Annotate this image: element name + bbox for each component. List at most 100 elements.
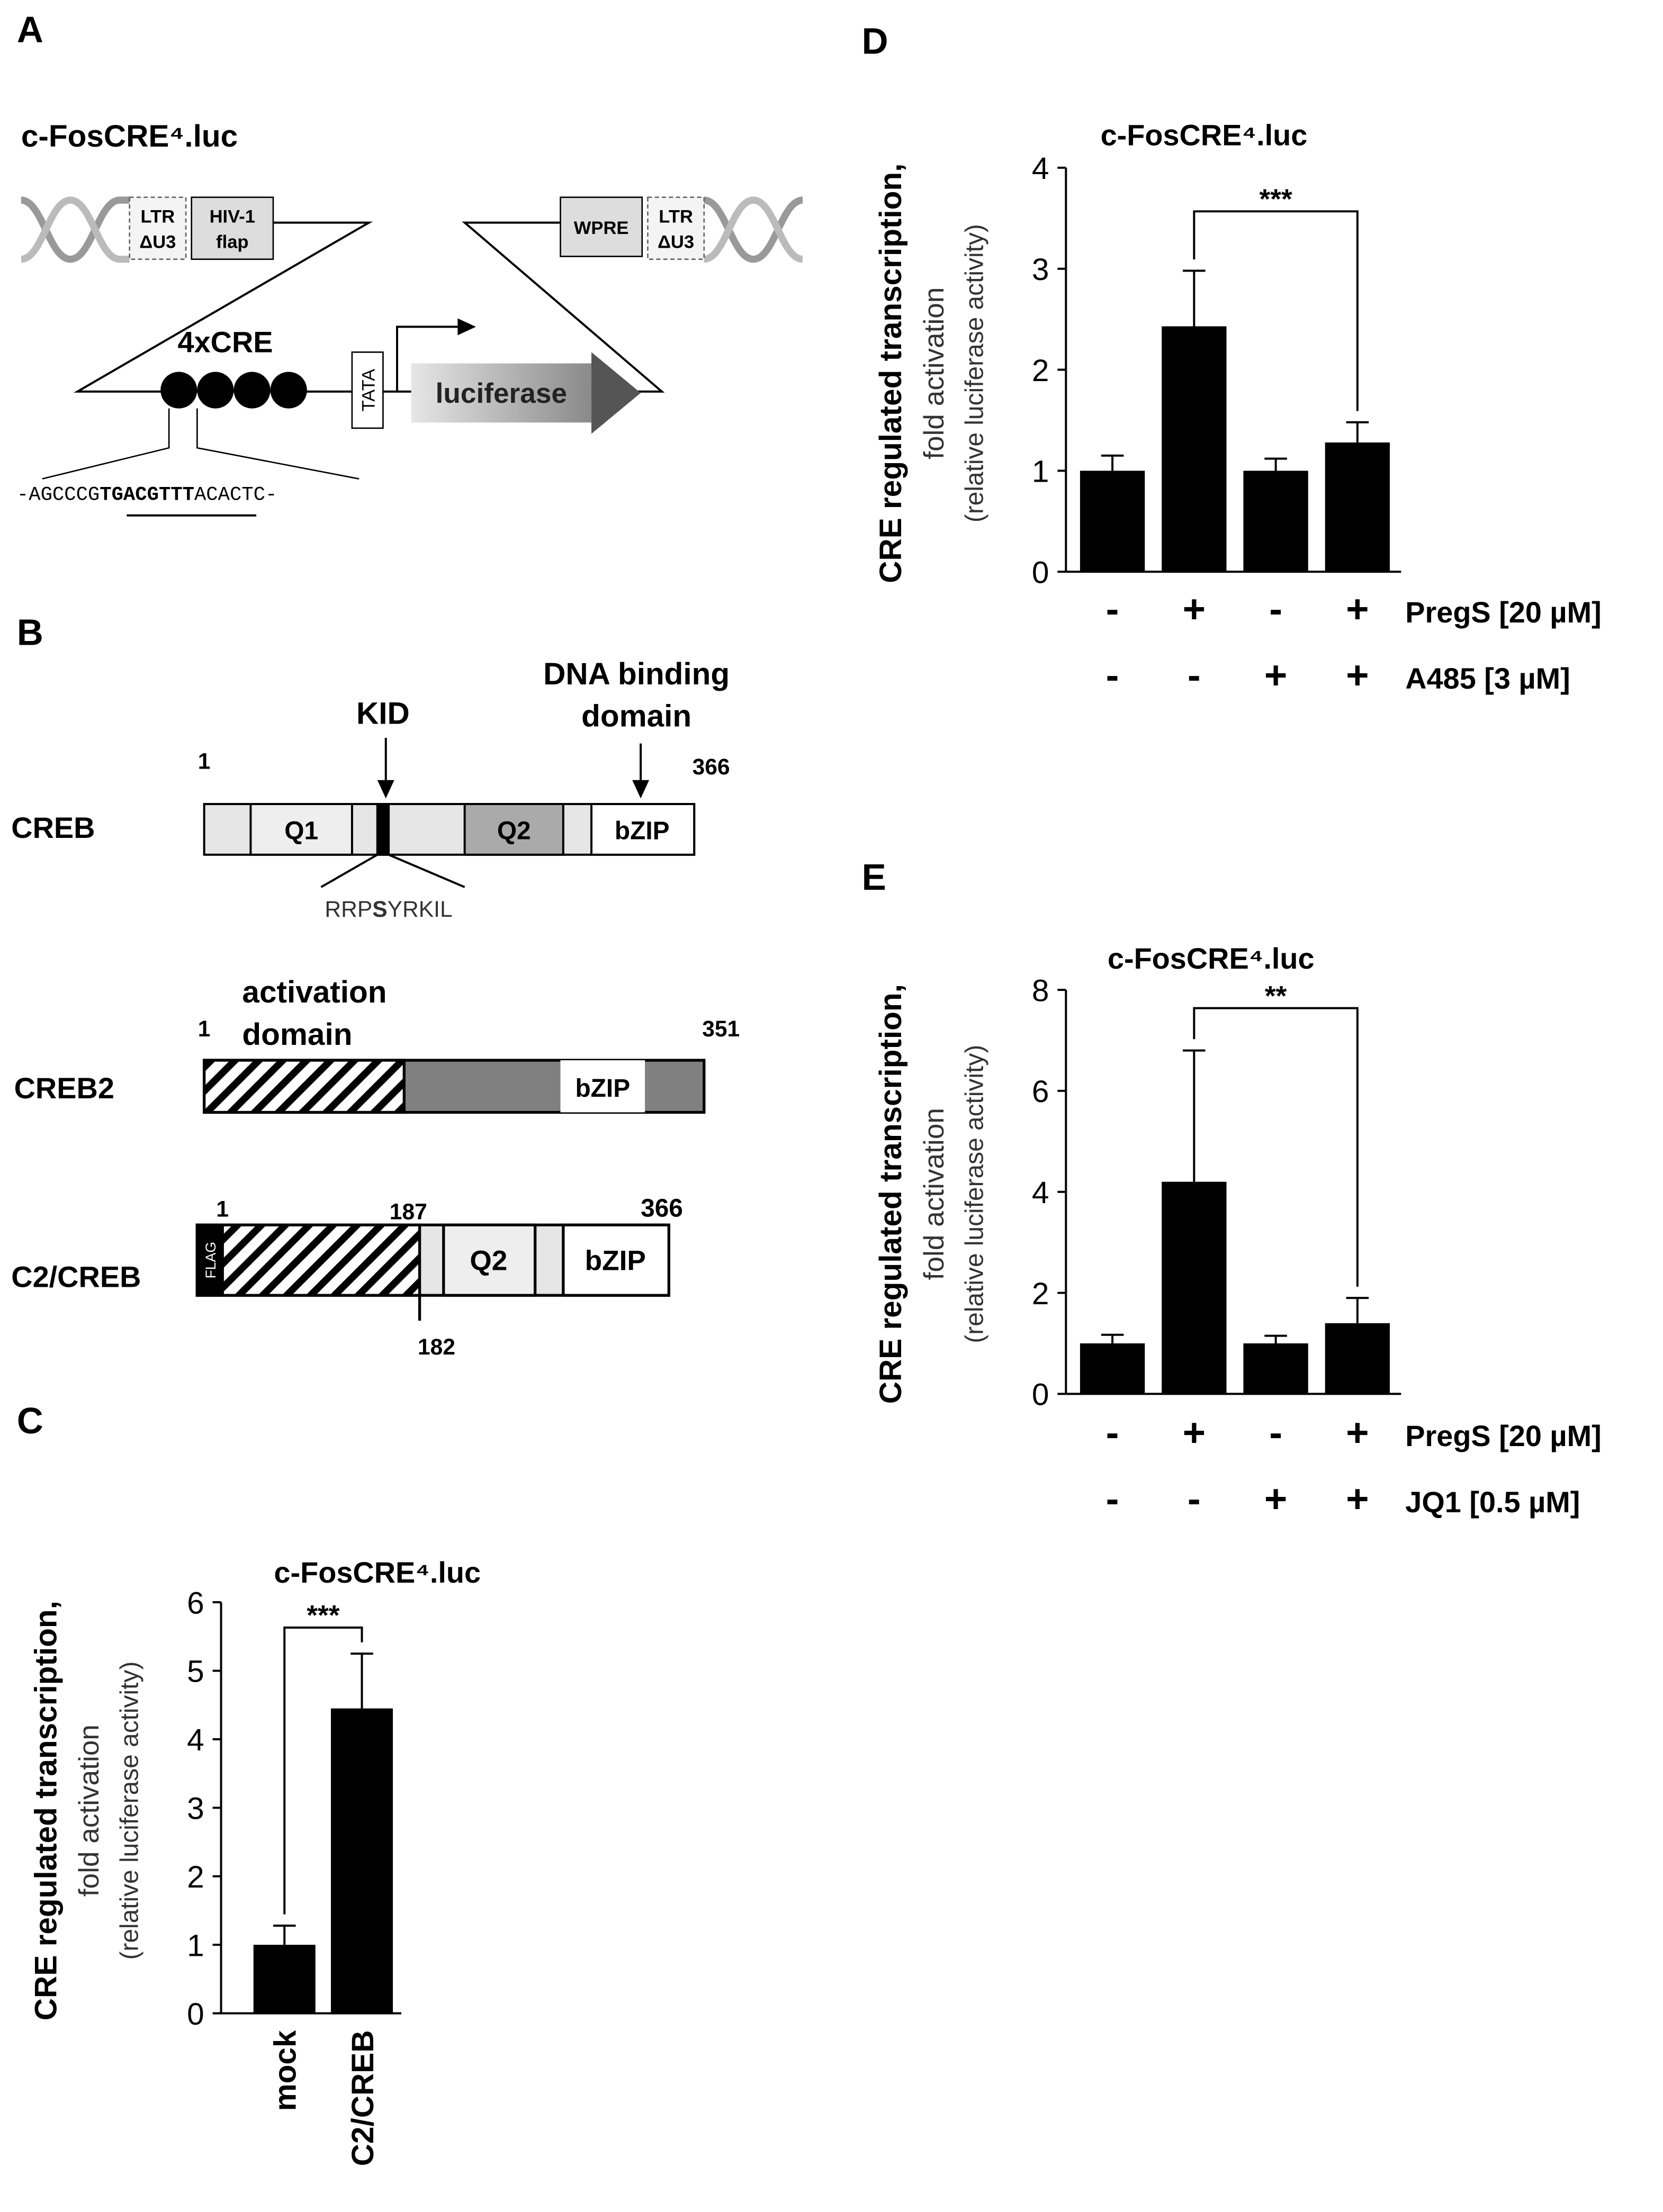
condition-sign: - [1188, 1477, 1201, 1521]
tss-arrowhead [457, 318, 476, 336]
condition-sign: + [1346, 653, 1369, 697]
significance-label: ** [1265, 980, 1287, 1012]
condition-name: PregS [20 µM] [1405, 595, 1601, 629]
condition-sign: - [1188, 653, 1201, 697]
condition-sign: - [1269, 1411, 1282, 1455]
error-bar [1183, 1049, 1206, 1182]
y-axis-label: CRE regulated transcription, [874, 164, 908, 583]
arrowheads [377, 780, 650, 799]
box-label: ΔU3 [658, 232, 694, 252]
panel-label: D [862, 20, 888, 61]
condition-sign: - [1106, 1477, 1119, 1521]
y-axis-label: (relative luciferase activity) [116, 1662, 144, 1960]
panel-label: B [17, 611, 43, 653]
y-axis-label: CRE regulated transcription, [874, 984, 908, 1404]
phospho-site: S [372, 897, 387, 922]
box-label: LTR [141, 207, 175, 227]
error-bar [1101, 1333, 1124, 1343]
y-tick-label: 4 [1032, 1176, 1049, 1210]
domain-label: bZIP [585, 1245, 646, 1276]
activation-label: activation [242, 975, 386, 1009]
diagram-a: c-FosCRE⁴.luc LTR ΔU3 HIV-1 flap WPRE LT… [17, 119, 804, 517]
residue-label: 366 [693, 754, 730, 780]
diagram-b: KID DNA binding domain 1 366 CREB Q1 Q2 … [11, 657, 740, 1360]
box-label: LTR [659, 207, 693, 227]
significance-bracket [283, 1626, 363, 1915]
luciferase-body [411, 363, 592, 423]
cre-sequence: -AGCCCGTGACGTTTACACTC- [17, 484, 277, 507]
flap-box [191, 196, 274, 260]
bar [331, 1708, 393, 2014]
domain-label: bZIP [575, 1075, 630, 1103]
y-tick-label: 8 [1032, 973, 1049, 1008]
y-tick-label: 0 [187, 1997, 204, 2032]
cre-sites [160, 372, 307, 409]
ltr-box [129, 196, 187, 260]
condition-name: A485 [3 µM] [1405, 662, 1570, 695]
reporter-label: luciferase [436, 378, 567, 409]
error-bar [1101, 454, 1124, 471]
error-bar [350, 1653, 373, 1709]
dna-helix [20, 196, 804, 263]
bar [1243, 1343, 1308, 1394]
condition-sign: + [1183, 587, 1206, 631]
zoom-lines [42, 408, 359, 480]
residue-label: 1 [198, 1016, 211, 1042]
significance-bracket [1193, 1007, 1359, 1287]
condition-sign: + [1346, 1411, 1369, 1455]
bar [1080, 1343, 1145, 1394]
kid-motif: RRPSYRKIL [325, 897, 452, 922]
condition-sign: + [1264, 1477, 1287, 1521]
construct-title: c-FosCRE⁴.luc [21, 119, 238, 154]
chart-title: c-FosCRE⁴.luc [1108, 942, 1315, 975]
domain-label: Q2 [470, 1245, 507, 1276]
error-bar [1346, 421, 1369, 443]
bar [1325, 442, 1390, 572]
creb2-protein [202, 1059, 706, 1114]
y-tick-label: 3 [187, 1792, 204, 1826]
sequence-part: ACACTC- [194, 484, 277, 507]
box-label: ΔU3 [139, 232, 176, 252]
panel-label: E [862, 856, 886, 898]
tata-box [351, 351, 384, 429]
significance-label: *** [307, 1600, 339, 1631]
box-label: HIV-1 [210, 207, 255, 227]
significance-bracket [1193, 210, 1359, 411]
y-tick-label: 2 [187, 1860, 204, 1894]
condition-sign: - [1106, 1411, 1119, 1455]
sequence-part: -AGCCCG [17, 484, 100, 507]
condition-sign: + [1346, 587, 1369, 631]
condition-name: JQ1 [0.5 µM] [1405, 1485, 1580, 1519]
bar [1162, 326, 1227, 572]
y-tick-label: 3 [1032, 252, 1049, 287]
y-tick-label: 4 [187, 1723, 204, 1757]
y-tick-label: 1 [1032, 455, 1049, 489]
domain-label: bZIP [615, 817, 670, 845]
dbd-label: DNA binding [543, 657, 730, 691]
dbd-label: domain [581, 699, 691, 734]
y-axis-label: fold activation [919, 287, 950, 459]
y-axis-label: fold activation [74, 1725, 105, 1897]
bar [1325, 1323, 1390, 1394]
motif-part: YRKIL [388, 897, 453, 922]
y-axis-label: fold activation [919, 1108, 950, 1280]
error-bar [1183, 269, 1206, 327]
residue-label: 1 [216, 1196, 229, 1222]
error-bar [1346, 1297, 1369, 1323]
y-tick-label: 0 [1032, 555, 1049, 590]
y-tick-label: 1 [187, 1928, 204, 1963]
protein-name: C2/CREB [11, 1260, 141, 1293]
flag-label: FLAG [203, 1242, 219, 1278]
y-axis-label: (relative luciferase activity) [960, 224, 988, 522]
ltr-box [647, 196, 705, 260]
protein-name: CREB [11, 811, 95, 844]
y-tick-label: 5 [187, 1655, 204, 1689]
residue-label: 1 [198, 749, 211, 774]
domain-arrows [384, 738, 642, 783]
c2creb-protein [195, 1223, 670, 1321]
panel-label: A [17, 9, 43, 50]
x-tick-label: mock [268, 2030, 303, 2111]
cre-label: 4xCRE [178, 325, 273, 358]
